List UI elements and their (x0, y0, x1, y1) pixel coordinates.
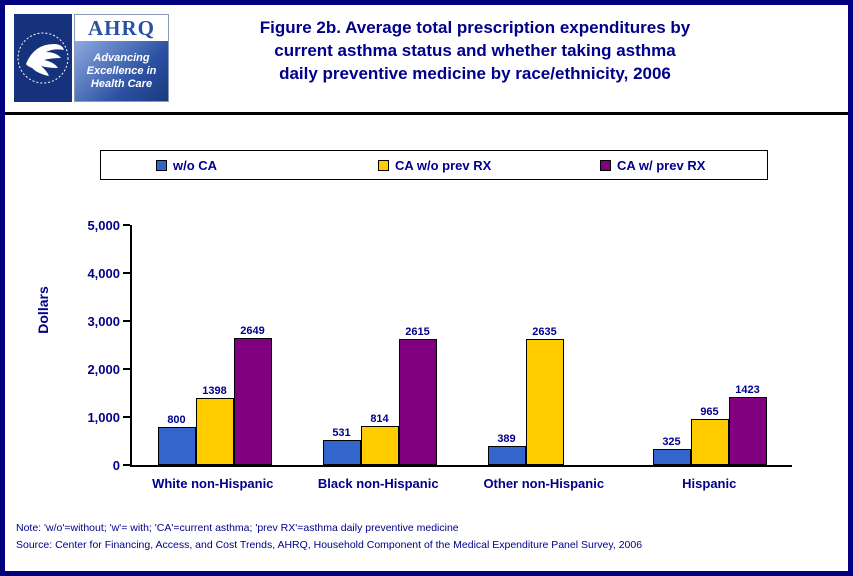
bar (157, 426, 196, 465)
bar-slot: 2635 (525, 225, 564, 465)
ahrq-logo: AHRQ Advancing Excellence in Health Care (74, 14, 169, 102)
bar-slot: 800 (157, 225, 196, 465)
page-title-line: Figure 2b. Average total prescription ex… (259, 18, 691, 37)
y-tick-mark (123, 272, 130, 274)
y-axis-ticks: 5,000 4,000 3,000 2,000 1,000 0 (53, 217, 130, 473)
bar-value-label: 531 (332, 426, 351, 439)
category-label: Black non-Hispanic (317, 476, 439, 491)
bar-slot: 814 (360, 225, 399, 465)
legend-item: CA w/o prev RX (323, 158, 545, 173)
y-axis-tick: 5,000 (53, 217, 130, 233)
page-title-line: current asthma status and whether taking… (274, 41, 676, 60)
bar-value-label: 2635 (532, 325, 557, 338)
y-tick-mark (123, 416, 130, 418)
y-axis-tick: 1,000 (53, 409, 130, 425)
bar-group-black-non-hispanic: 531 814 2615 (297, 225, 462, 465)
y-tick-label: 0 (112, 457, 120, 473)
bar-value-label: 1398 (202, 384, 227, 397)
y-axis-tick: 3,000 (53, 313, 130, 329)
bar-value-label: 325 (662, 436, 681, 449)
header-separator (5, 112, 848, 115)
ahrq-tagline: Advancing Excellence in Health Care (75, 41, 168, 101)
bar (525, 338, 564, 465)
bar-group-other-non-hispanic: 389 2635 (462, 225, 627, 465)
bar (233, 337, 272, 465)
bar-group-hispanic: 325 965 1423 (627, 225, 792, 465)
plot-area: 800 1398 2649 531 814 2615 389 2635 325 965 1423 (130, 225, 792, 467)
y-tick-mark (123, 320, 130, 322)
bar-value-label: 1423 (735, 383, 760, 396)
bar-slot: 2615 (398, 225, 437, 465)
bar (487, 446, 526, 465)
y-tick-label: 1,000 (87, 409, 120, 425)
chart-legend: w/o CA CA w/o prev RX CA w/ prev RX (100, 150, 768, 180)
note-text: Note: 'w/o'=without; 'w'= with; 'CA'=cur… (16, 522, 459, 534)
x-category-labels: White non-Hispanic Black non-Hispanic Othe… (130, 476, 792, 491)
ahrq-tagline-line: Advancing (93, 51, 150, 64)
y-axis-tick: 4,000 (53, 265, 130, 281)
bar-value-label: 800 (167, 413, 186, 426)
bar (728, 396, 767, 465)
bar-value-label: 814 (370, 412, 389, 425)
bar-value-label: 965 (700, 405, 719, 418)
y-tick-mark (123, 368, 130, 370)
y-tick-mark (123, 224, 130, 226)
hhs-seal-icon (14, 14, 72, 102)
bar-slot: 325 (652, 225, 691, 465)
bar (398, 339, 437, 465)
bar-slot: 1423 (728, 225, 767, 465)
bar (652, 449, 691, 465)
legend-item: w/o CA (101, 158, 323, 173)
logo-group: AHRQ Advancing Excellence in Health Care (14, 14, 169, 102)
bar-slot: 2649 (233, 225, 272, 465)
ahrq-tagline-line: Health Care (90, 77, 153, 90)
bar (322, 439, 361, 465)
legend-swatch-icon (600, 159, 611, 171)
bar-slot (564, 225, 602, 465)
page-title: Figure 2b. Average total prescription ex… (145, 16, 805, 85)
legend-label: w/o CA (173, 157, 218, 173)
category-label: White non-Hispanic (152, 476, 274, 491)
bar-slot: 531 (322, 225, 361, 465)
bar-value-label: 2649 (240, 324, 265, 337)
page-title-line: daily preventive medicine by race/ethnic… (279, 64, 671, 83)
bar (690, 418, 729, 465)
y-tick-label: 4,000 (87, 265, 120, 281)
legend-swatch-icon (156, 159, 167, 171)
y-tick-mark (123, 464, 130, 466)
legend-item: CA w/ prev RX (545, 158, 767, 173)
ahrq-acronym: AHRQ (75, 15, 168, 41)
bar-value-label: 2615 (405, 326, 430, 339)
source-text: Source: Center for Financing, Access, an… (16, 539, 643, 551)
legend-label: CA w/ prev RX (617, 157, 706, 173)
bar-slot: 965 (690, 225, 729, 465)
ahrq-tagline-line: Excellence in (86, 64, 157, 77)
y-tick-label: 2,000 (87, 361, 120, 377)
y-tick-label: 3,000 (87, 313, 120, 329)
legend-swatch-icon (378, 159, 389, 171)
category-label: Hispanic (682, 476, 737, 491)
category-label: Other non-Hispanic (483, 476, 605, 491)
legend-label: CA w/o prev RX (395, 157, 492, 173)
bar-slot: 389 (487, 225, 526, 465)
y-axis-title: Dollars (35, 286, 51, 334)
bar-group-white-non-hispanic: 800 1398 2649 (132, 225, 297, 465)
bar-slot: 1398 (195, 225, 234, 465)
bar (360, 425, 399, 465)
bar-value-label: 389 (497, 433, 516, 446)
bar (195, 397, 234, 465)
y-axis-tick: 0 (53, 457, 130, 473)
y-tick-label: 5,000 (87, 217, 120, 233)
y-axis-tick: 2,000 (53, 361, 130, 377)
